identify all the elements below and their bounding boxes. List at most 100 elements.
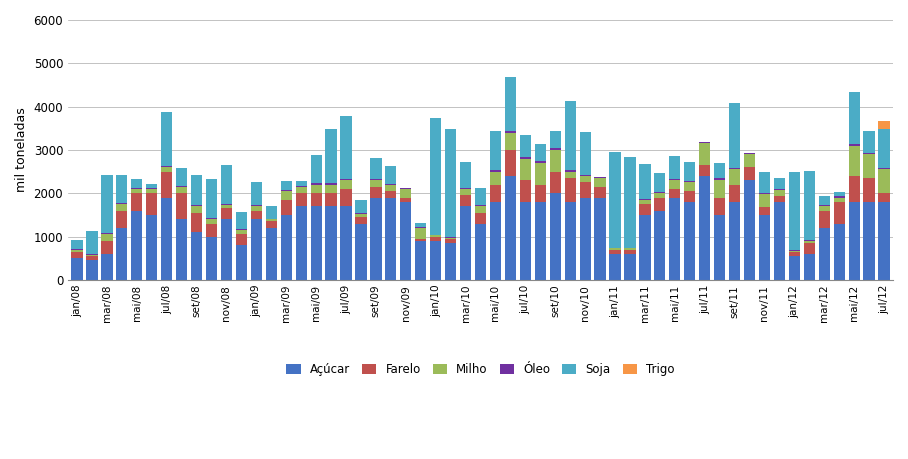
Bar [834,196,844,198]
Bar [609,250,621,254]
Bar [355,213,367,214]
Bar [236,245,247,280]
Bar [878,169,890,193]
Bar [311,183,321,185]
Bar [281,200,291,215]
Bar [759,172,770,193]
Bar [146,215,157,280]
Bar [744,154,755,168]
Bar [625,250,636,254]
Bar [415,223,427,227]
Bar [296,206,307,280]
Bar [878,193,890,202]
Bar [834,202,844,224]
Bar [789,256,800,280]
Bar [221,208,232,219]
Bar [505,133,516,150]
Bar [774,178,785,189]
Bar [206,224,217,237]
Bar [684,181,696,183]
Bar [774,202,785,280]
Bar [535,202,546,280]
Bar [669,156,680,179]
Bar [699,142,710,144]
Bar [445,237,456,239]
Bar [385,191,397,198]
Bar [131,189,143,193]
Bar [102,175,113,233]
Bar [489,185,501,202]
Bar [789,251,800,252]
Bar [489,170,501,172]
Bar [266,206,277,218]
Bar [251,182,262,206]
Bar [864,153,874,154]
Bar [519,159,531,180]
Bar [609,248,621,250]
Bar [370,179,381,180]
Bar [296,187,307,193]
Bar [102,241,113,254]
Bar [669,179,680,180]
Bar [445,243,456,280]
Bar [849,92,860,144]
Bar [400,189,411,198]
Bar [131,188,143,189]
Bar [595,198,606,280]
Bar [655,193,666,198]
Bar [116,211,127,228]
Bar [475,213,486,224]
Bar [176,193,187,219]
Bar [72,258,83,280]
Bar [102,233,113,235]
Bar [146,184,157,188]
Bar [878,168,890,169]
Bar [565,101,576,170]
Bar [535,185,546,202]
Bar [789,172,800,250]
Bar [669,180,680,189]
Bar [549,150,561,172]
Bar [355,214,367,217]
Bar [176,187,187,193]
Bar [191,205,202,206]
Bar [549,148,561,150]
Bar [86,260,97,280]
Bar [86,255,97,256]
Bar [266,222,277,228]
Bar [789,252,800,256]
Bar [176,185,187,187]
Bar [281,215,291,280]
Bar [430,237,441,241]
Bar [281,191,291,200]
Bar [579,176,591,183]
Bar [370,180,381,187]
Bar [340,180,351,189]
Bar [311,185,321,193]
Bar [311,155,321,183]
Bar [296,193,307,206]
Bar [415,227,427,228]
Bar [340,206,351,280]
Bar [146,189,157,193]
Bar [789,250,800,251]
Bar [878,202,890,280]
Bar [864,154,874,178]
Bar [400,188,411,189]
Bar [116,204,127,211]
Bar [72,240,83,249]
Bar [489,202,501,280]
Bar [116,175,127,203]
Bar [415,228,427,239]
Bar [191,206,202,213]
Bar [102,235,113,241]
Bar [385,184,397,185]
Bar [535,144,546,161]
Bar [460,188,471,189]
Bar [579,175,591,176]
Bar [161,172,173,198]
Bar [864,178,874,202]
Bar [251,206,262,211]
Bar [116,203,127,204]
Bar [176,219,187,280]
